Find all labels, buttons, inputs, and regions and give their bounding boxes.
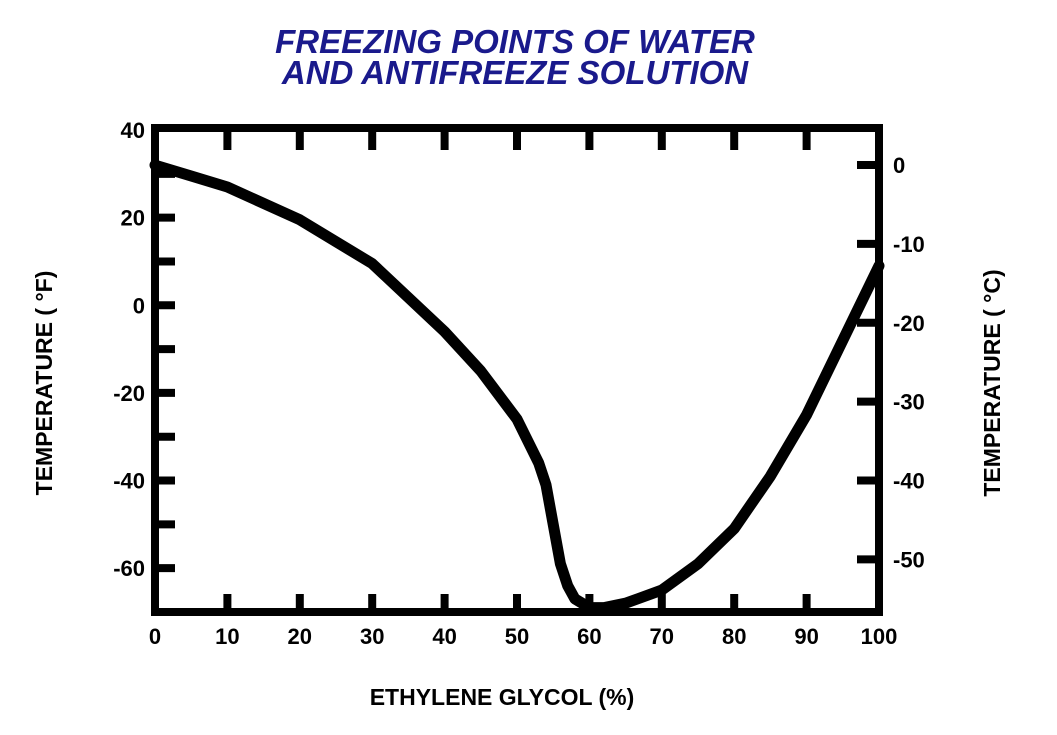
y-tick-label: 20 (121, 206, 145, 231)
y-tick-label-right: -30 (893, 390, 925, 415)
y-axis-label: TEMPERATURE ( °F) (31, 271, 57, 496)
title-line-1: FREEZING POINTS OF WATER (275, 23, 755, 60)
freezing-point-curve (149, 159, 885, 614)
x-tick-label: 10 (215, 624, 239, 649)
x-tick-label: 80 (722, 624, 746, 649)
x-tick-label: 20 (288, 624, 312, 649)
y-axis-label-right: TEMPERATURE ( °C) (979, 269, 1005, 496)
x-tick-label: 60 (577, 624, 601, 649)
x-tick-label: 100 (861, 624, 898, 649)
title-line-2: AND ANTIFREEZE SOLUTION (281, 54, 749, 91)
y-tick-label: -20 (113, 381, 145, 406)
y-tick-label-right: -10 (893, 232, 925, 257)
x-tick-label: 40 (432, 624, 456, 649)
x-tick-label: 30 (360, 624, 384, 649)
x-tick-label: 50 (505, 624, 529, 649)
chart-title: FREEZING POINTS OF WATER AND ANTIFREEZE … (0, 23, 1030, 91)
x-tick-label: 90 (794, 624, 818, 649)
x-tick-label: 0 (149, 624, 161, 649)
y-tick-label-right: -20 (893, 311, 925, 336)
y-tick-label-right: -40 (893, 469, 925, 494)
y-tick-label: -40 (113, 469, 145, 494)
x-axis-label: ETHYLENE GLYCOL (%) (370, 684, 635, 710)
y-tick-label: 40 (121, 118, 145, 143)
y-tick-label-right: -50 (893, 547, 925, 572)
y-tick-label-right: 0 (893, 153, 905, 178)
y-tick-label: 0 (133, 293, 145, 318)
x-tick-label: 70 (650, 624, 674, 649)
y-tick-label: -60 (113, 556, 145, 581)
